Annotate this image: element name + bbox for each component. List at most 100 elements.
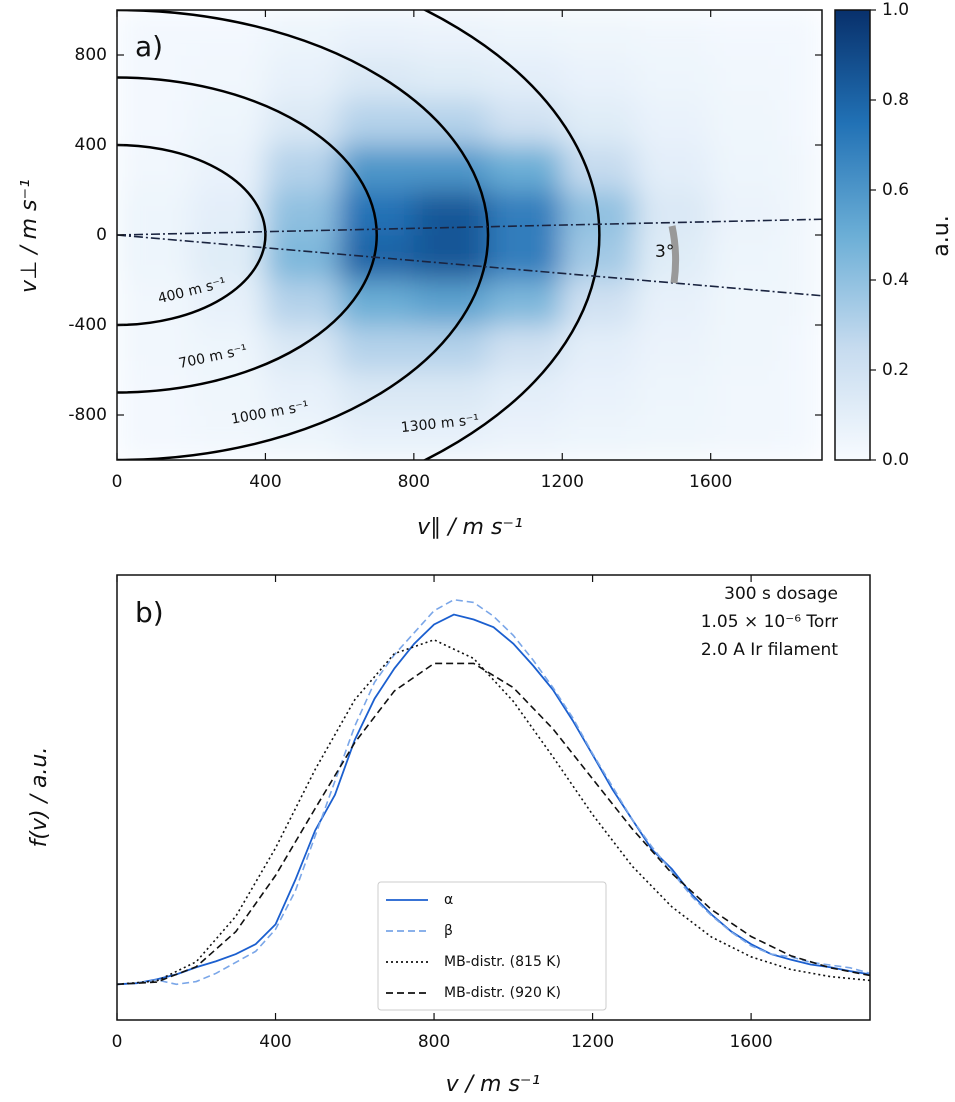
- colorbar-tick-label: 0.0: [882, 450, 909, 470]
- heat-cell: [487, 279, 563, 326]
- heat-cell: [117, 189, 192, 236]
- colorbar-tick-label: 0.6: [882, 180, 909, 200]
- x-tick-label: 1200: [541, 472, 584, 492]
- heat-cell: [190, 279, 266, 326]
- heat-cell: [710, 189, 786, 236]
- x-axis-label: v / m s⁻¹: [446, 1072, 541, 1097]
- annotation: 2.0 A Ir filament: [701, 640, 839, 660]
- heat-cell: [561, 279, 637, 326]
- heat-cell: [710, 279, 786, 326]
- heat-cell: [413, 369, 489, 416]
- heat-cell: [117, 324, 192, 371]
- heat-cell: [264, 234, 341, 281]
- y-tick-label: -800: [68, 405, 107, 425]
- x-tick-label: 400: [259, 1032, 291, 1052]
- colorbar-tick-label: 0.4: [882, 270, 909, 290]
- heat-cell: [561, 54, 637, 101]
- heat-cell: [413, 144, 489, 191]
- angle-line: [117, 218, 822, 236]
- heat-cell: [635, 99, 712, 146]
- heat-cell: [635, 369, 712, 416]
- overlay-a: [117, 10, 822, 460]
- plot-frame-b: [116, 574, 871, 1021]
- heat-cell: [413, 414, 489, 460]
- x-tick-label: 0: [112, 472, 123, 492]
- heat-cell: [339, 10, 415, 56]
- legend-label: MB-distr. (815 K): [444, 954, 561, 970]
- heat-cell: [117, 99, 192, 146]
- x-tick-label: 1600: [729, 1032, 772, 1052]
- heat-cell: [264, 144, 341, 191]
- heat-cell: [561, 414, 637, 460]
- y-tick-label: -400: [68, 315, 107, 335]
- colorbar-tick-label: 1.0: [882, 0, 909, 20]
- heat-cell: [635, 414, 712, 460]
- heat-cell: [561, 324, 637, 371]
- x-axis-label: v∥ / m s⁻¹: [417, 515, 523, 540]
- x-tick-label: 1200: [571, 1032, 614, 1052]
- heat-cell: [784, 414, 822, 460]
- heat-cell: [117, 144, 192, 191]
- angle-label: 3°: [655, 242, 674, 262]
- heat-cell: [710, 144, 786, 191]
- heat-cell: [339, 324, 415, 371]
- series-line: [117, 598, 870, 986]
- heat-cell: [710, 99, 786, 146]
- y-tick-label: 400: [75, 135, 107, 155]
- heat-cell: [784, 54, 822, 101]
- legend-label: β: [444, 923, 453, 939]
- colorbar-tick-label: 0.2: [882, 360, 909, 380]
- heat-cell: [413, 54, 489, 101]
- heat-cell: [784, 234, 822, 281]
- heat-cell: [413, 234, 489, 281]
- heat-cell: [635, 10, 712, 56]
- legend-label: MB-distr. (920 K): [444, 985, 561, 1001]
- speed-contour: [117, 76, 378, 394]
- heatmap-cells: [117, 10, 822, 460]
- heat-cell: [635, 324, 712, 371]
- heat-cell: [710, 369, 786, 416]
- heatmap-layer: [117, 10, 822, 460]
- y-tick-label: 800: [75, 45, 107, 65]
- series-line: [117, 613, 870, 986]
- colorbar: [834, 9, 871, 461]
- heat-cell: [784, 324, 822, 371]
- heat-cell: [784, 10, 822, 56]
- heat-cell: [264, 99, 341, 146]
- speed-contour: [422, 10, 601, 460]
- overlay-b: [117, 598, 870, 986]
- heat-cell: [710, 54, 786, 101]
- heat-cell: [710, 414, 786, 460]
- series-line: [117, 662, 870, 986]
- legend-box: [377, 881, 607, 1011]
- x-tick-label: 800: [418, 1032, 450, 1052]
- heat-cell: [339, 414, 415, 460]
- x-tick-label: 0: [112, 1032, 123, 1052]
- heat-cell: [784, 99, 822, 146]
- y-tick-label: 0: [96, 225, 107, 245]
- heat-cell: [487, 144, 563, 191]
- x-tick-label: 1600: [689, 472, 732, 492]
- heat-cell: [190, 10, 266, 56]
- heat-cell: [190, 99, 266, 146]
- heat-cell: [784, 279, 822, 326]
- heat-cell: [487, 234, 563, 281]
- heat-cell: [117, 234, 192, 281]
- legend-label: α: [444, 892, 453, 908]
- heat-cell: [264, 189, 341, 236]
- heat-cell: [784, 189, 822, 236]
- heat-cell: [339, 369, 415, 416]
- speed-contour: [117, 143, 267, 327]
- heat-cell: [487, 414, 563, 460]
- angle-arc: [668, 225, 680, 284]
- heat-cell: [264, 324, 341, 371]
- heat-cell: [190, 189, 266, 236]
- heat-cell: [784, 144, 822, 191]
- heat-cell: [117, 414, 192, 460]
- heat-cell: [190, 234, 266, 281]
- heat-cell: [635, 54, 712, 101]
- speed-contour: [117, 10, 490, 460]
- heat-cell: [487, 189, 563, 236]
- heat-cell: [190, 324, 266, 371]
